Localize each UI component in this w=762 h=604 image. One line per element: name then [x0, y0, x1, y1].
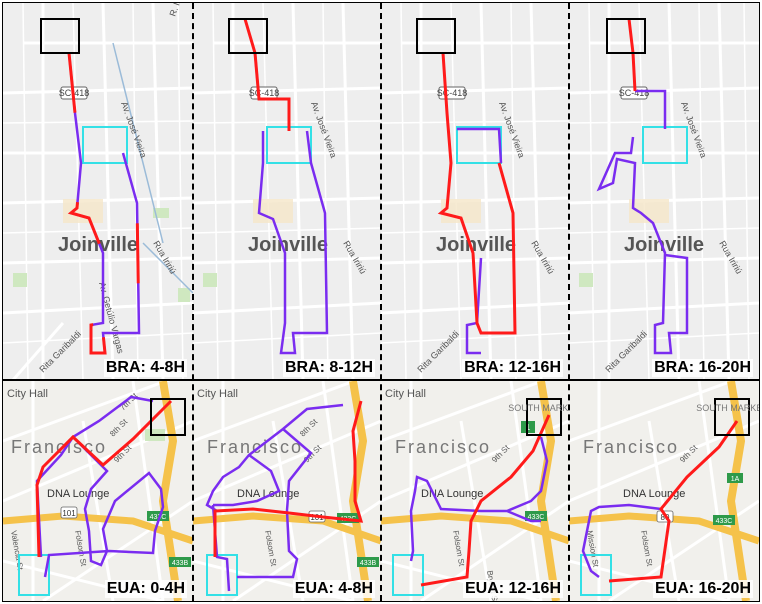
city-hall-label: City Hall	[385, 388, 426, 400]
shield-101	[60, 506, 78, 519]
exit-1-label: 1	[526, 423, 531, 432]
dna-lounge-label: DNA Lounge	[47, 488, 109, 500]
panel-divider	[568, 3, 570, 601]
market-label: SOUTH MARKET	[508, 403, 569, 413]
city-label: Francisco	[395, 437, 491, 457]
shield-101-label: 101	[62, 509, 76, 518]
panel-caption: EUA: 0-4H	[104, 580, 187, 598]
city-label: Joinville	[624, 234, 704, 256]
exit-433b-sign	[357, 557, 379, 567]
highway-shield-label: SC-418	[249, 88, 280, 98]
panel-divider	[380, 3, 382, 601]
map-panel-bra-8-12h: SC-418 Joinville Av. José Vieira Rua Iri…	[193, 3, 381, 380]
route-purple	[205, 403, 344, 592]
destination-box	[392, 554, 424, 596]
map-panel-bra-4-8h: SC-418 Joinville Av. José Vieira Rua Iri…	[3, 3, 193, 380]
exit-433c-label: 433C	[150, 514, 167, 521]
map-panel-eua-4-8h: City Hall Francisco DNA Lounge 8th St 9t…	[193, 381, 381, 601]
origin-box	[228, 18, 268, 54]
exit-433b-label: 433B	[172, 560, 189, 567]
sf-map: Francisco DNA Lounge 9th St Folsom St Mi…	[569, 381, 759, 601]
route-purple	[596, 89, 689, 355]
city-hall-label: City Hall	[197, 388, 238, 400]
destination-box	[580, 554, 612, 596]
market-label: SOUTH MARKET	[696, 403, 759, 413]
joinville-map: SC-418 Joinville Av. José Vieira Rua Iri…	[381, 3, 569, 380]
route-red	[608, 420, 739, 583]
highway-shield-label: SC-418	[437, 88, 468, 98]
map-panel-bra-16-20h: SC-418 Joinville Av. José Vieira Rua Iri…	[569, 3, 759, 380]
exit-433c-sign	[525, 511, 547, 521]
origin-box	[40, 18, 80, 54]
city-label: Francisco	[583, 437, 679, 457]
map-panel-bra-12-16h: SC-418 Joinville Av. José Vieira Rua Iri…	[381, 3, 569, 380]
joinville-map: SC-418 Joinville Av. José Vieira Rua Iri…	[3, 3, 193, 380]
map-panel-eua-12-16h: City Hall Francisco DNA Lounge 9th St Fo…	[381, 381, 569, 601]
city-label: Joinville	[58, 234, 138, 256]
panel-caption: BRA: 8-12H	[282, 359, 375, 377]
route-purple	[67, 52, 141, 355]
exit-1a-label: 1A	[731, 476, 740, 483]
map-panel-eua-16-20h: Francisco DNA Lounge 9th St Folsom St Mi…	[569, 381, 759, 601]
sf-map: City Hall Francisco DNA Lounge 8th St 9t…	[193, 381, 381, 601]
dna-lounge-label: DNA Lounge	[237, 488, 299, 500]
route-purple	[581, 503, 662, 578]
exit-433b-label: 433B	[360, 560, 377, 567]
sf-map: City Hall Francisco DNA Lounge 7th St 8t…	[3, 381, 193, 601]
origin-box	[416, 18, 456, 54]
route-red	[437, 52, 517, 335]
panel-caption: EUA: 16-20H	[652, 580, 753, 598]
route-red	[420, 414, 551, 587]
destination-box	[206, 554, 238, 596]
row-divider	[3, 379, 759, 381]
panel-divider	[192, 3, 194, 601]
joinville-map: SC-418 Joinville Av. José Vieira Rua Iri…	[193, 3, 381, 380]
joinville-map: SC-418 Joinville Av. José Vieira Rua Iri…	[569, 3, 759, 380]
city-label: Francisco	[207, 437, 303, 457]
route-red	[243, 18, 291, 131]
dna-lounge-label: DNA Lounge	[421, 488, 483, 500]
panel-caption: BRA: 12-16H	[462, 359, 563, 377]
highway-shield-label: SC-418	[619, 88, 650, 98]
exit-433b-sign	[169, 557, 191, 567]
exit-1a-sign	[727, 473, 743, 483]
route-red	[35, 399, 173, 558]
route-purple	[409, 436, 549, 562]
exit-433c-label: 433C	[528, 514, 545, 521]
city-label: Joinville	[436, 234, 516, 256]
city-label: Francisco	[11, 437, 107, 457]
city-label: Joinville	[248, 234, 328, 256]
city-hall-label: City Hall	[7, 388, 48, 400]
sf-map: City Hall Francisco DNA Lounge 9th St Fo…	[381, 381, 569, 601]
destination-box	[82, 126, 128, 164]
route-purple	[457, 127, 503, 355]
origin-box	[526, 398, 562, 436]
panel-caption: BRA: 16-20H	[652, 359, 753, 377]
exit-433c-sign	[337, 513, 359, 523]
map-panel-eua-0-4h: City Hall Francisco DNA Lounge 7th St 8t…	[3, 381, 193, 601]
origin-box	[714, 398, 750, 436]
exit-433c-sign	[147, 511, 169, 521]
panel-caption: EUA: 4-8H	[292, 580, 375, 598]
route-red	[213, 400, 364, 557]
exit-433c-sign	[713, 515, 735, 525]
origin-box	[606, 18, 646, 54]
panel-caption: BRA: 4-8H	[103, 359, 187, 377]
exit-433c-label: 433C	[716, 518, 733, 525]
destination-box	[18, 554, 50, 596]
origin-box	[150, 398, 186, 436]
panel-caption: EUA: 12-16H	[462, 580, 563, 598]
